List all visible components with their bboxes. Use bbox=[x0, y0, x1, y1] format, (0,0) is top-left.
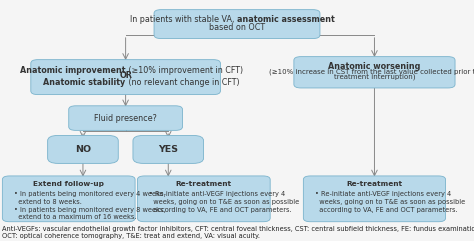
Text: treatment interruption): treatment interruption) bbox=[334, 74, 415, 80]
FancyBboxPatch shape bbox=[154, 10, 320, 39]
Text: Fluid presence?: Fluid presence? bbox=[94, 114, 157, 123]
Text: Re-treatment: Re-treatment bbox=[346, 181, 402, 187]
FancyBboxPatch shape bbox=[303, 176, 446, 222]
FancyBboxPatch shape bbox=[294, 57, 455, 88]
Text: • Re-initiate anti-VEGF injections every 4
  weeks, going on to T&E as soon as p: • Re-initiate anti-VEGF injections every… bbox=[149, 191, 300, 213]
Text: Anti-VEGFs: vascular endothelial growth factor inhibitors, CFT: central foveal t: Anti-VEGFs: vascular endothelial growth … bbox=[2, 226, 474, 239]
Text: OR: OR bbox=[119, 71, 132, 80]
Text: (≥10% improvement in CFT): (≥10% improvement in CFT) bbox=[126, 66, 243, 75]
Text: Re-treatment: Re-treatment bbox=[176, 181, 232, 187]
Text: NO: NO bbox=[75, 145, 91, 154]
Text: (≥10% increase in CST from the last value collected prior to: (≥10% increase in CST from the last valu… bbox=[269, 69, 474, 75]
Text: anatomic assessment: anatomic assessment bbox=[237, 15, 335, 24]
Text: • Re-initiate anti-VEGF injections every 4
  weeks, going on to T&E as soon as p: • Re-initiate anti-VEGF injections every… bbox=[315, 191, 465, 213]
Text: Anatomic stability: Anatomic stability bbox=[43, 78, 126, 87]
Text: In patients with stable VA,: In patients with stable VA, bbox=[130, 15, 237, 24]
Text: • In patients being monitored every 4 weeks,
  extend to 8 weeks.
• In patients : • In patients being monitored every 4 we… bbox=[14, 191, 166, 220]
Text: (no relevant change in CFT): (no relevant change in CFT) bbox=[126, 78, 240, 87]
FancyBboxPatch shape bbox=[47, 135, 118, 163]
Text: YES: YES bbox=[158, 145, 178, 154]
Text: based on OCT: based on OCT bbox=[209, 23, 265, 32]
Text: Anatomic worsening: Anatomic worsening bbox=[328, 62, 420, 72]
FancyBboxPatch shape bbox=[137, 176, 270, 222]
FancyBboxPatch shape bbox=[69, 106, 182, 130]
FancyBboxPatch shape bbox=[31, 60, 220, 94]
FancyBboxPatch shape bbox=[2, 176, 135, 222]
Text: Extend follow-up: Extend follow-up bbox=[33, 181, 104, 187]
FancyBboxPatch shape bbox=[133, 135, 203, 163]
Text: Anatomic improvement: Anatomic improvement bbox=[20, 66, 126, 75]
